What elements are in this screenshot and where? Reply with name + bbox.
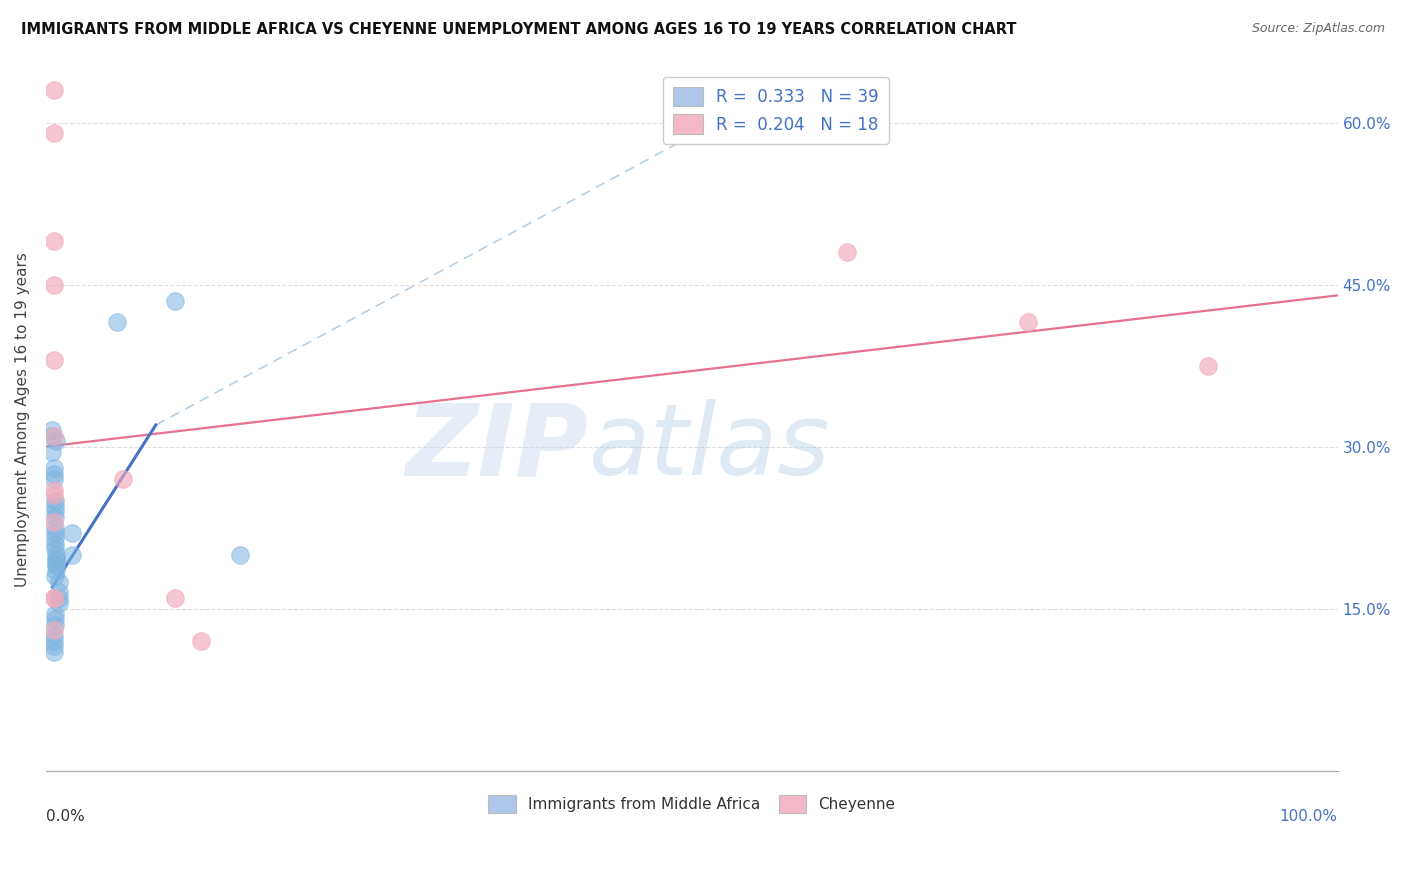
- Y-axis label: Unemployment Among Ages 16 to 19 years: Unemployment Among Ages 16 to 19 years: [15, 252, 30, 587]
- Point: [1017, 315, 1039, 329]
- Point: [42, 83, 65, 97]
- Point: [44, 542, 66, 557]
- Point: [44, 499, 66, 513]
- Text: ZIP: ZIP: [405, 400, 589, 496]
- Point: [165, 293, 187, 308]
- Point: [42, 591, 65, 605]
- Point: [44, 509, 66, 524]
- Point: [45, 553, 67, 567]
- Point: [45, 434, 67, 449]
- Point: [48, 574, 70, 589]
- Point: [42, 277, 65, 292]
- Point: [42, 126, 65, 140]
- Point: [44, 526, 66, 541]
- Point: [48, 596, 70, 610]
- Point: [44, 521, 66, 535]
- Point: [60, 526, 83, 541]
- Point: [44, 569, 66, 583]
- Point: [44, 493, 66, 508]
- Point: [42, 629, 65, 643]
- Point: [1198, 359, 1220, 373]
- Point: [45, 564, 67, 578]
- Point: [44, 607, 66, 621]
- Text: 0.0%: 0.0%: [46, 809, 84, 824]
- Point: [45, 548, 67, 562]
- Point: [42, 488, 65, 502]
- Point: [42, 591, 65, 605]
- Point: [42, 634, 65, 648]
- Point: [42, 472, 65, 486]
- Point: [42, 467, 65, 481]
- Point: [835, 245, 858, 260]
- Point: [42, 515, 65, 529]
- Point: [228, 548, 250, 562]
- Point: [42, 645, 65, 659]
- Point: [42, 640, 65, 654]
- Point: [45, 558, 67, 573]
- Text: 100.0%: 100.0%: [1279, 809, 1337, 824]
- Point: [44, 618, 66, 632]
- Point: [112, 472, 135, 486]
- Point: [60, 548, 83, 562]
- Point: [42, 624, 65, 638]
- Point: [42, 429, 65, 443]
- Point: [190, 634, 212, 648]
- Point: [105, 315, 128, 329]
- Point: [165, 591, 187, 605]
- Text: atlas: atlas: [589, 400, 830, 496]
- Point: [42, 483, 65, 497]
- Text: IMMIGRANTS FROM MIDDLE AFRICA VS CHEYENNE UNEMPLOYMENT AMONG AGES 16 TO 19 YEARS: IMMIGRANTS FROM MIDDLE AFRICA VS CHEYENN…: [21, 22, 1017, 37]
- Point: [41, 429, 63, 443]
- Point: [41, 445, 63, 459]
- Point: [44, 612, 66, 626]
- Text: Source: ZipAtlas.com: Source: ZipAtlas.com: [1251, 22, 1385, 36]
- Point: [42, 461, 65, 475]
- Point: [42, 353, 65, 368]
- Point: [45, 558, 67, 573]
- Point: [48, 591, 70, 605]
- Point: [44, 504, 66, 518]
- Legend: Immigrants from Middle Africa, Cheyenne: Immigrants from Middle Africa, Cheyenne: [482, 789, 901, 819]
- Point: [44, 537, 66, 551]
- Point: [48, 585, 70, 599]
- Point: [41, 424, 63, 438]
- Point: [44, 532, 66, 546]
- Point: [42, 235, 65, 249]
- Point: [45, 553, 67, 567]
